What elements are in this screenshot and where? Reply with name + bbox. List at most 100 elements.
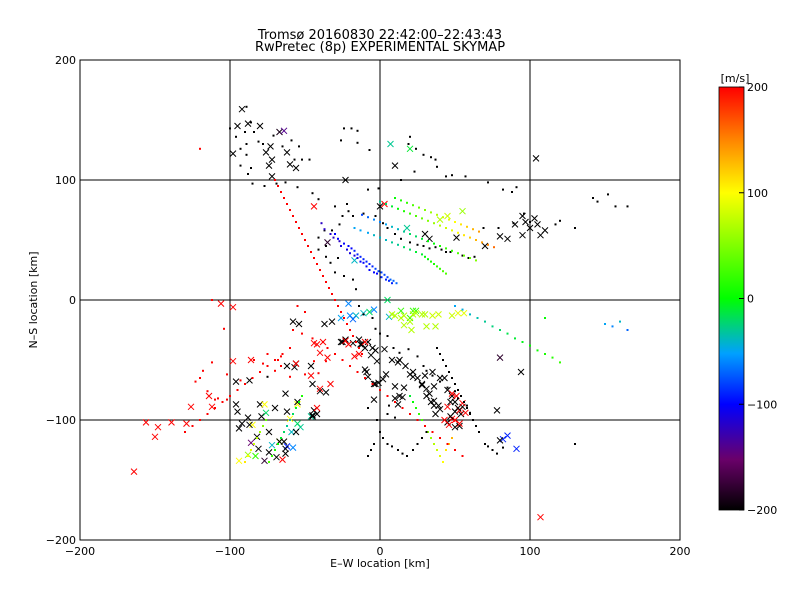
scatter-point-dot	[346, 203, 348, 205]
scatter-point-x	[316, 387, 324, 395]
scatter-point-dot	[194, 380, 197, 383]
scatter-point-x	[316, 349, 324, 357]
scatter-point-dot	[385, 203, 387, 205]
scatter-point-dot	[391, 205, 393, 208]
scatter-point-dot	[434, 246, 437, 249]
scatter-point-dot	[377, 187, 380, 190]
scatter-point-dot	[257, 140, 260, 143]
scatter-point-dot	[394, 233, 396, 235]
scatter-point-x	[418, 311, 426, 318]
scatter-point-dot	[392, 347, 395, 349]
scatter-point-x	[496, 354, 504, 361]
scatter-point-x	[247, 356, 255, 364]
scatter-point-x	[418, 381, 426, 389]
scatter-point-dot	[262, 425, 264, 427]
scatter-point-dot	[430, 437, 432, 439]
scatter-point-dot	[407, 348, 410, 351]
scatter-point-x	[493, 407, 501, 414]
scatter-point-dot	[349, 252, 351, 255]
scatter-point-x	[313, 341, 321, 348]
scatter-point-dot	[431, 374, 434, 377]
scatter-point-x	[238, 420, 246, 427]
scatter-point-dot	[415, 215, 417, 217]
scatter-point-dot	[253, 131, 255, 133]
scatter-point-dot	[421, 253, 423, 256]
scatter-point-dot	[436, 265, 438, 268]
scatter-point-x	[421, 372, 429, 379]
scatter-point-dot	[277, 359, 279, 361]
scatter-point-dot	[506, 332, 509, 335]
scatter-point-dot	[425, 369, 428, 372]
scatter-point-dot	[301, 332, 303, 335]
scatter-point-dot	[286, 425, 288, 427]
scatter-point-dot	[265, 419, 267, 421]
scatter-point-x	[444, 212, 451, 220]
scatter-point-dot	[311, 192, 314, 195]
scatter-point-dot	[281, 145, 284, 148]
scatter-point-x	[361, 366, 369, 373]
scatter-point-x	[168, 419, 175, 426]
scatter-point-dot	[259, 371, 261, 373]
scatter-point-dot	[358, 305, 360, 307]
scatter-point-x	[342, 336, 349, 343]
scatter-point-dot	[559, 219, 561, 222]
scatter-point-dot	[406, 201, 408, 204]
scatter-point-dot	[391, 225, 393, 228]
scatter-point-dot	[338, 223, 341, 226]
scatter-point-dot	[274, 359, 276, 361]
scatter-point-dot	[236, 389, 239, 391]
scatter-point-dot	[442, 461, 444, 463]
scatter-point-dot	[367, 216, 369, 219]
scatter-point-dot	[362, 258, 365, 261]
scatter-point-dot	[368, 149, 371, 151]
x-tick-label: −200	[65, 545, 95, 558]
scatter-point-dot	[401, 407, 404, 409]
scatter-point-dot	[280, 365, 282, 367]
scatter-point-dot	[416, 243, 419, 246]
scatter-point-x	[261, 401, 268, 408]
scatter-point-dot	[386, 335, 389, 337]
scatter-point-dot	[244, 131, 246, 133]
scatter-point-dot	[322, 275, 324, 277]
scatter-point-x	[234, 408, 241, 415]
scatter-point-dot	[292, 215, 294, 217]
y-tick-labels: −200 −100 0 100 200	[46, 54, 76, 547]
scatter-point-dot	[439, 245, 441, 247]
scatter-point-dot	[283, 431, 285, 433]
scatter-point-dot	[217, 397, 219, 400]
scatter-point-dot	[313, 257, 315, 259]
scatter-point-x	[154, 423, 162, 431]
scatter-point-x	[400, 321, 408, 329]
scatter-point-dot	[362, 212, 365, 215]
scatter-point-dot	[416, 355, 419, 358]
scatter-point-x	[496, 233, 504, 240]
scatter-point-dot	[445, 227, 447, 229]
scatter-point-x	[402, 362, 409, 370]
scatter-point-dot	[373, 271, 375, 274]
scatter-point-dot	[397, 243, 399, 246]
scatter-point-dot	[346, 323, 348, 325]
scatter-point-dot	[439, 353, 441, 355]
scatter-point-dot	[364, 377, 366, 379]
scatter-point-dot	[313, 360, 315, 363]
scatter-point-x	[279, 456, 286, 463]
scatter-point-x	[286, 415, 294, 423]
scatter-point-dot	[376, 419, 378, 421]
scatter-point-dot	[421, 419, 423, 421]
scatter-point-dot	[356, 253, 359, 256]
scatter-point-dot	[445, 272, 447, 275]
scatter-point-dot	[256, 437, 258, 439]
scatter-point-dot	[253, 443, 255, 445]
scatter-point-dot	[334, 299, 336, 301]
scatter-point-x	[229, 150, 237, 157]
scatter-point-dot	[415, 407, 417, 409]
scatter-point-x	[313, 404, 321, 412]
scatter-point-dot	[461, 455, 464, 457]
scatter-point-dot	[445, 365, 447, 367]
scatter-point-dot	[611, 325, 614, 328]
scatter-point-dot	[386, 227, 389, 229]
scatter-point-x	[217, 300, 225, 307]
scatter-point-x	[283, 362, 291, 370]
scatter-point-dot	[280, 355, 282, 358]
scatter-point-dot	[274, 449, 276, 451]
